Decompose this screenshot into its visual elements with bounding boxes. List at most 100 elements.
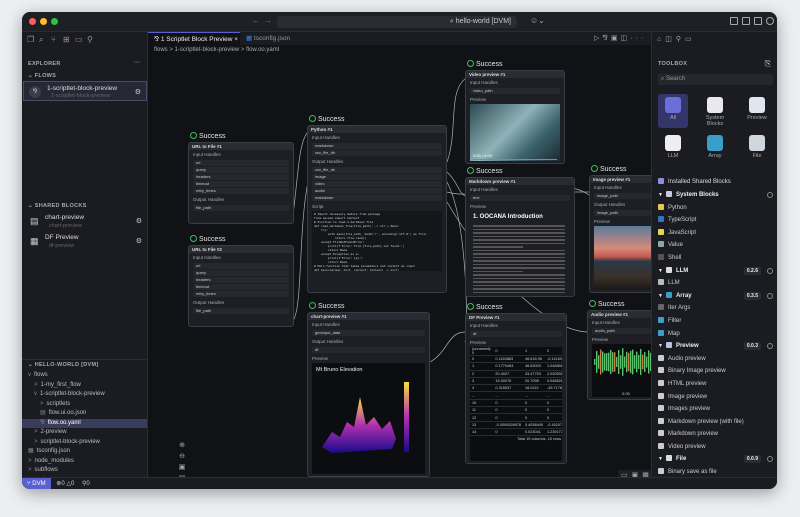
code-editor[interactable]: # Import necessary module from package fr… xyxy=(312,211,442,271)
shared-block-item[interactable]: ▦ DF Preview df-preview ⚙ xyxy=(22,232,148,252)
block-item[interactable]: Shell xyxy=(652,252,777,265)
gear-icon[interactable]: ⚙ xyxy=(134,89,141,96)
toolbox-search-input[interactable]: ⌕ Search xyxy=(658,74,773,85)
command-search[interactable]: ⌕ hello-world [DVM] xyxy=(277,16,517,28)
toggle-secondary-sidebar-icon[interactable] xyxy=(754,17,762,25)
handles-header[interactable]: Input Handles xyxy=(312,135,340,140)
toolbox-category-system-blocks[interactable]: System Blocks xyxy=(700,94,730,127)
toggle-panel-icon[interactable] xyxy=(742,17,750,25)
tab-tsconfig[interactable]: ▦ tsconfig.json xyxy=(240,32,296,45)
block-item[interactable]: JavaScript xyxy=(652,227,777,240)
handles-header[interactable]: Output Handles xyxy=(193,300,225,305)
preview-header[interactable]: Preview xyxy=(592,337,609,342)
toggle-sidebar-icon[interactable] xyxy=(730,17,738,25)
remote-indicator[interactable]: ⑂ DVM xyxy=(22,478,51,489)
info-icon[interactable] xyxy=(767,456,773,463)
toolbox-icon[interactable]: ⌂◫⚲▭ xyxy=(657,36,696,43)
preview-header[interactable]: Preview xyxy=(312,356,329,361)
flows-icon[interactable]: ▭ xyxy=(75,35,83,44)
fit-view-icon[interactable]: ▣ xyxy=(178,464,186,471)
explorer-icon[interactable]: ❐ xyxy=(27,35,35,44)
info-icon[interactable] xyxy=(767,343,773,350)
block-group-header[interactable]: ▼ Preview 0.0.3 xyxy=(652,340,777,353)
file-tree-item[interactable]: ▤ flow.ui.oo.json xyxy=(22,409,147,419)
file-tree-item[interactable]: > scriptlet-block-preview xyxy=(22,438,147,448)
block-item[interactable]: Audio preview xyxy=(652,353,777,366)
block-item[interactable]: Image preview xyxy=(652,391,777,404)
close-window-button[interactable] xyxy=(29,18,36,25)
more-actions-button[interactable]: ··· xyxy=(134,60,141,66)
layout-icon[interactable]: ▣ xyxy=(631,472,643,479)
file-tree-item[interactable]: v 1-scriptlet-block-preview xyxy=(22,390,147,400)
block-item[interactable]: Value xyxy=(652,239,777,252)
workspace-section-header[interactable]: ⌄ HELLO-WORLD [DVM] xyxy=(28,362,99,368)
handles-header[interactable]: Input Handles xyxy=(470,187,498,192)
settings-icon[interactable] xyxy=(766,17,774,25)
info-icon[interactable] xyxy=(767,192,773,198)
file-tree-item[interactable]: ▦ tsconfig.json xyxy=(22,447,147,457)
preview-header[interactable]: Preview xyxy=(470,97,487,102)
block-item[interactable]: Filter xyxy=(652,315,777,328)
block-group-header[interactable]: ▼ System Blocks xyxy=(652,189,777,202)
preview-header[interactable]: Preview xyxy=(470,340,487,345)
back-arrow-icon[interactable]: ← xyxy=(252,16,260,25)
handles-header[interactable]: Input Handles xyxy=(470,323,498,328)
caret-down-icon[interactable]: ▼ xyxy=(658,343,663,350)
video-progress[interactable] xyxy=(473,159,557,160)
info-icon[interactable] xyxy=(767,267,773,274)
block-item[interactable]: TypeScript xyxy=(652,214,777,227)
toolbox-category-llm[interactable]: LLM xyxy=(658,132,688,159)
block-item[interactable]: LLM xyxy=(652,277,777,290)
problems-indicator[interactable]: ⊗0 △0 xyxy=(56,481,75,487)
add-block-icon[interactable]: ⎘ xyxy=(764,59,771,68)
file-tree-item[interactable]: > scriptlets xyxy=(22,400,147,410)
copilot-icon[interactable]: ☺⌄ xyxy=(530,16,545,25)
handles-header[interactable]: Input Handles xyxy=(470,80,498,85)
search-icon[interactable]: ⌕ xyxy=(39,35,44,44)
block-group-header[interactable]: ▼ LLM 0.2.6 xyxy=(652,265,777,278)
handles-header[interactable]: Output Handles xyxy=(312,159,344,164)
file-tree-item[interactable]: > subflows xyxy=(22,466,147,476)
breadcrumb-item[interactable]: flow.oo.yaml xyxy=(246,47,280,53)
column-header[interactable]: (unnamed): 0 xyxy=(470,347,494,356)
column-header[interactable]: 1 xyxy=(522,347,545,356)
toolbox-category-file[interactable]: File xyxy=(742,132,772,159)
block-item[interactable]: Map xyxy=(652,328,777,341)
handles-header[interactable]: Output Handles xyxy=(193,197,225,202)
toolbox-category-array[interactable]: Array xyxy=(700,132,730,159)
shared-blocks-section-header[interactable]: ⌄ SHARED BLOCKS xyxy=(28,203,87,209)
gear-icon[interactable]: ⚙ xyxy=(135,238,142,245)
block-item[interactable]: Binary Image preview xyxy=(652,365,777,378)
tools-icon[interactable]: ⚲ xyxy=(87,35,93,44)
handles-header[interactable]: Output Handles xyxy=(594,202,626,207)
node-video[interactable]: Video preview #1 Input Handles video_path P… xyxy=(465,70,565,164)
caret-down-icon[interactable]: ▼ xyxy=(658,267,663,274)
caret-down-icon[interactable]: ▼ xyxy=(658,456,663,463)
handles-header[interactable]: Input Handles xyxy=(193,255,221,260)
block-item[interactable]: Python xyxy=(652,202,777,215)
node-url1[interactable]: URL to File #1 Input Handles url query heade… xyxy=(188,142,294,224)
ports-indicator[interactable]: ⚲0 xyxy=(81,481,90,487)
breadcrumb-item[interactable]: 1-scriptlet-block-preview xyxy=(174,47,240,53)
block-item[interactable]: Images preview xyxy=(652,403,777,416)
caret-down-icon[interactable]: ▼ xyxy=(658,192,663,198)
script-header[interactable]: Script xyxy=(312,204,324,209)
file-tree-item[interactable]: >2-preview xyxy=(22,428,147,438)
node-python[interactable]: Python #1 Input Handles markdown csv_file_d… xyxy=(307,125,447,293)
column-header[interactable]: 2 xyxy=(544,347,562,356)
minimize-window-button[interactable] xyxy=(40,18,47,25)
version-select[interactable]: 0.0.9 xyxy=(743,455,761,464)
run-flow-icon[interactable]: ▷⅋▣◫··· xyxy=(594,35,647,42)
handles-header[interactable]: Output Handles xyxy=(312,339,344,344)
preview-header[interactable]: Preview xyxy=(594,219,611,224)
column-header[interactable]: 0 xyxy=(493,347,523,356)
file-tree-item[interactable]: > node_modules xyxy=(22,457,147,467)
grid-icon[interactable]: ▦ xyxy=(642,472,653,479)
handles-header[interactable]: Input Handles xyxy=(594,185,622,190)
breadcrumb-item[interactable]: flows xyxy=(154,47,168,53)
node-df[interactable]: DF Preview #1 Input Handles df Preview (unna… xyxy=(465,313,567,464)
handles-header[interactable]: Input Handles xyxy=(193,152,221,157)
flow-item[interactable]: ⅋ 1-scriptlet-block-preview 1-scriptlet-… xyxy=(23,81,147,101)
zoom-out-icon[interactable]: ⊖ xyxy=(179,453,185,460)
block-item[interactable]: Iter Args xyxy=(652,302,777,315)
